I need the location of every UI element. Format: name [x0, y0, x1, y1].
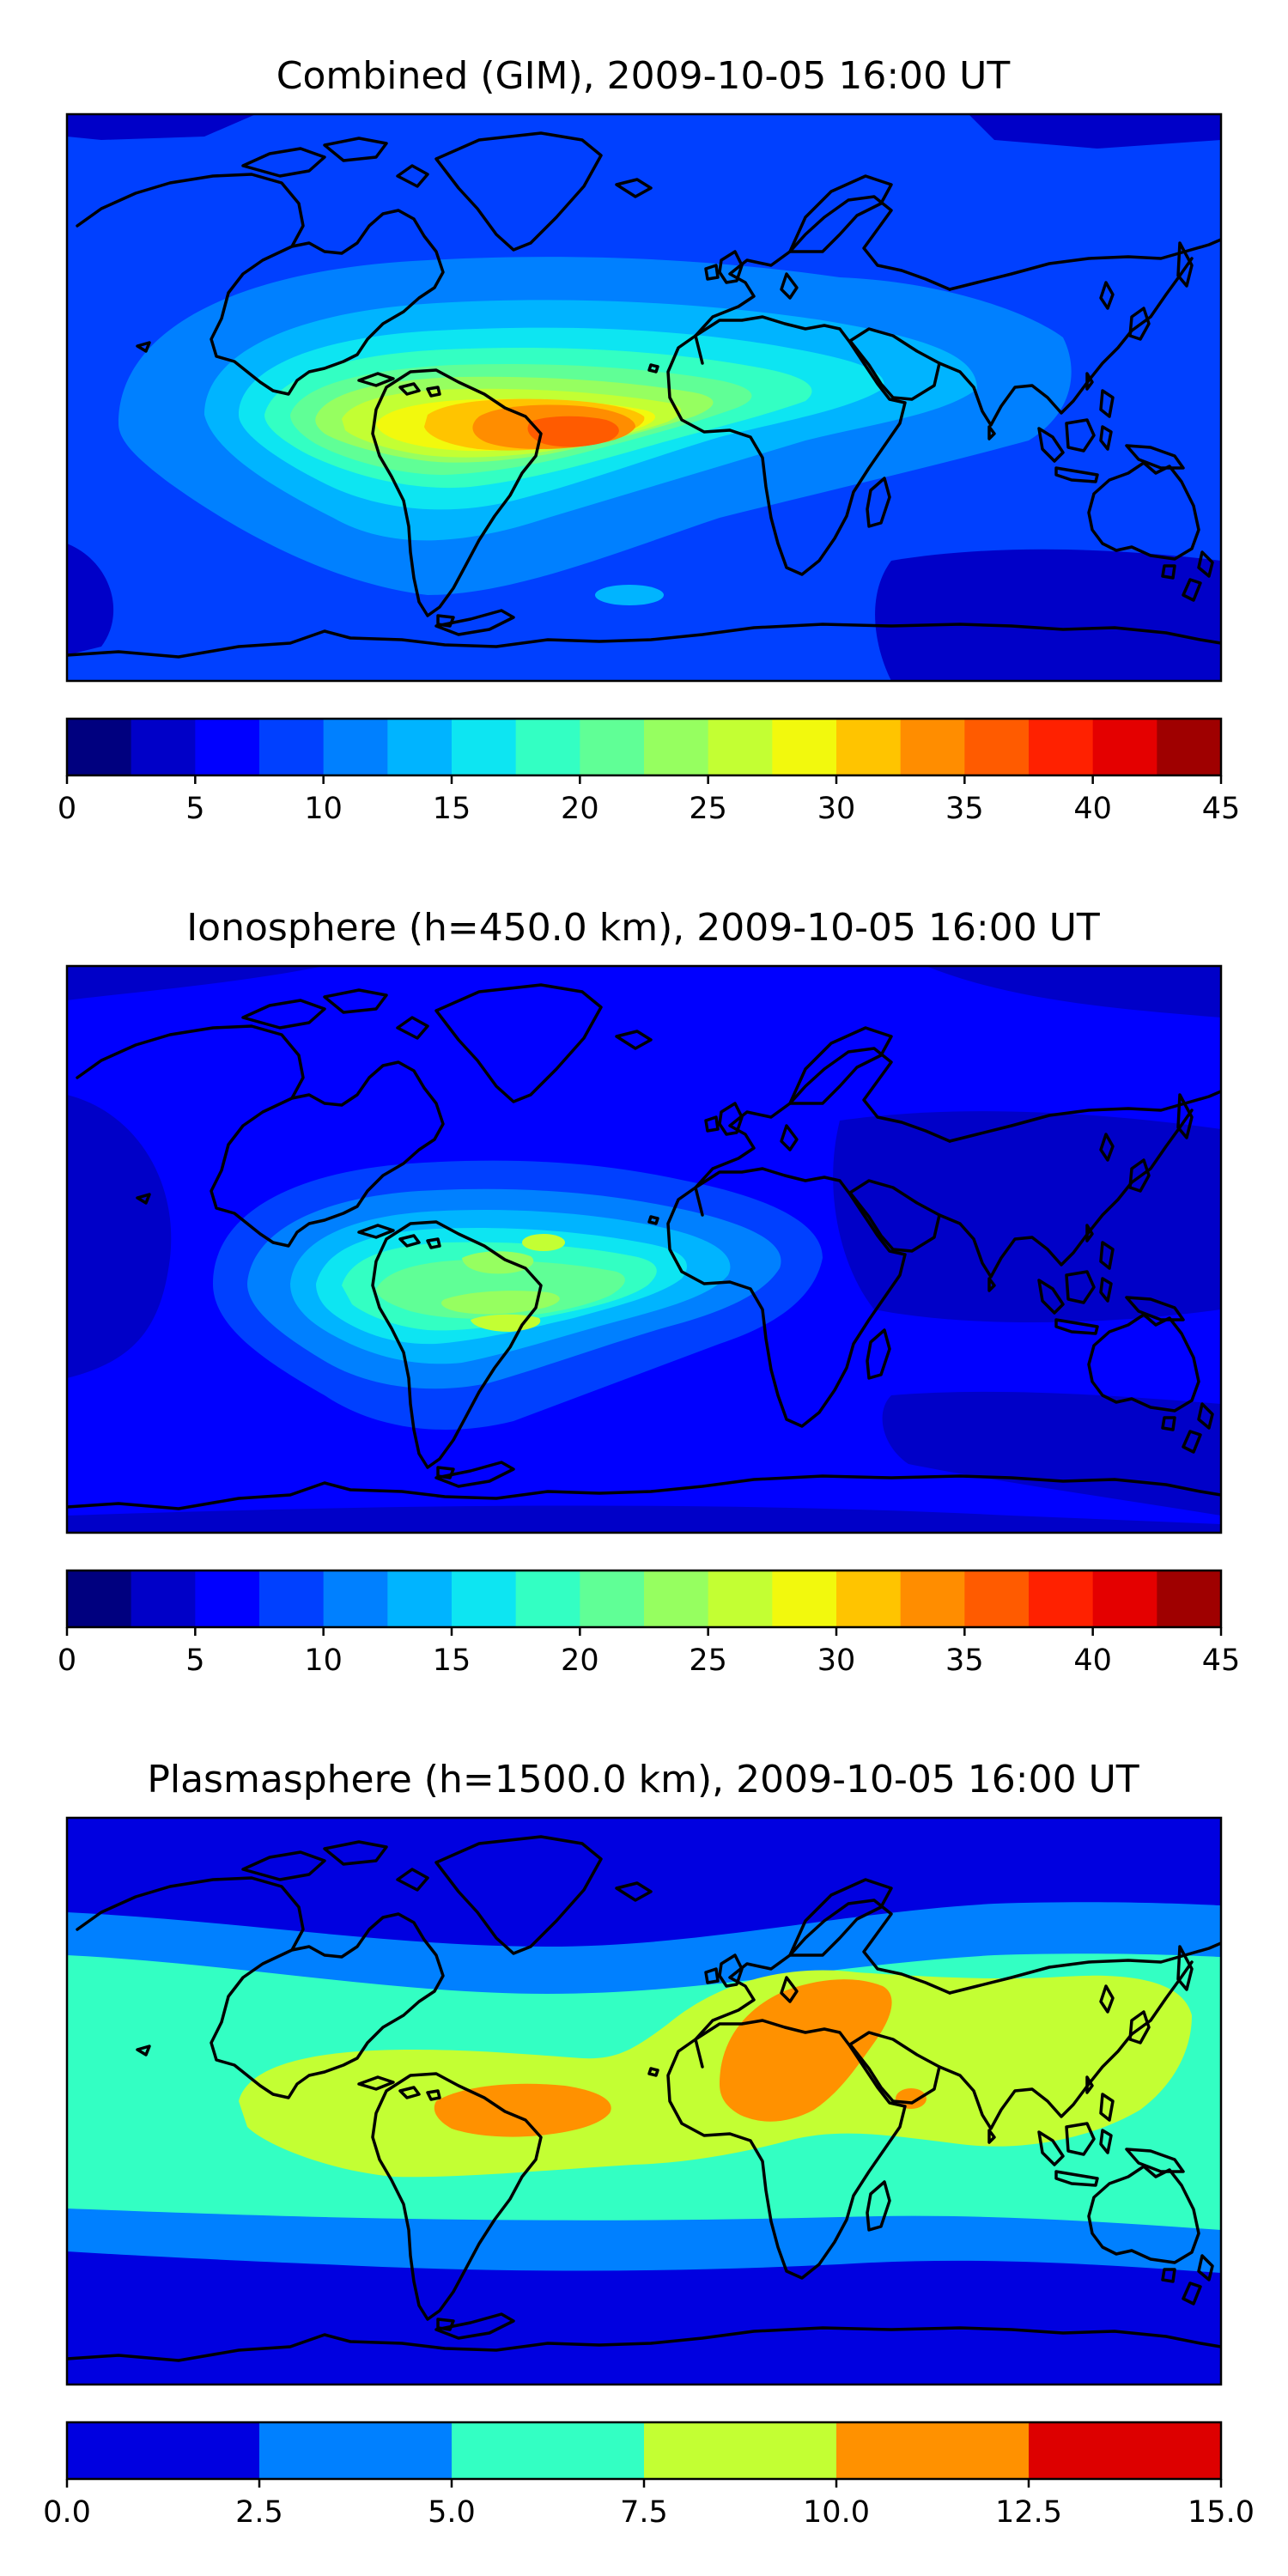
colorbar-segment	[772, 1571, 837, 1627]
colorbar-ionosphere: 0 5 10 15 20 25 30 35 40 45	[58, 1569, 1241, 1678]
colorbar-segment	[900, 719, 965, 775]
colorbar-segment	[515, 719, 580, 775]
colorbar-segment	[452, 2422, 645, 2479]
colorbar-plasmasphere: 0.0 2.5 5.0 7.5 10.0 12.5 15.0	[43, 2421, 1255, 2530]
colorbar-tick-label: 25	[689, 792, 727, 826]
colorbar-segment	[452, 719, 517, 775]
colorbar-segment	[1029, 719, 1094, 775]
colorbar-segment	[323, 1571, 388, 1627]
colorbar-segment	[900, 1571, 965, 1627]
colorbar-segment	[964, 1571, 1030, 1627]
colorbar-tick-label: 30	[817, 1643, 856, 1678]
colorbar-segment	[259, 719, 325, 775]
colorbar-segment	[836, 719, 902, 775]
map-combined	[65, 112, 1223, 683]
colorbar-segment	[580, 1571, 645, 1627]
colorbar-segment	[644, 2422, 837, 2479]
colorbar-segment	[1157, 1571, 1222, 1627]
colorbar-tick-label: 40	[1073, 1643, 1112, 1678]
colorbar-segment	[67, 719, 132, 775]
colorbar-tick-label: 40	[1073, 792, 1112, 826]
colorbar-segment	[387, 1571, 453, 1627]
colorbar-tick-label: 7.5	[620, 2495, 668, 2530]
colorbar-segment	[259, 1571, 325, 1627]
colorbar-segment	[708, 1571, 773, 1627]
colorbar-tick-label: 35	[945, 1643, 984, 1678]
colorbar-segment	[195, 719, 260, 775]
colorbar-segment	[580, 719, 645, 775]
colorbar-tick-label: 10.0	[803, 2495, 870, 2530]
colorbar-segment	[131, 1571, 196, 1627]
colorbar-segment	[708, 719, 773, 775]
map-ionosphere	[65, 964, 1223, 1534]
colorbar-tick-label: 30	[817, 792, 856, 826]
colorbar-segment	[387, 719, 453, 775]
colorbar-tick-label: 10	[304, 792, 343, 826]
colorbar-segment	[195, 1571, 260, 1627]
colorbar-segment	[964, 719, 1030, 775]
colorbar-tick-label: 0	[58, 792, 76, 826]
colorbar-tick-label: 5	[185, 1643, 204, 1678]
colorbar-segment	[1029, 2422, 1222, 2479]
colorbar-tick-label: 10	[304, 1643, 343, 1678]
colorbar-tick-label: 35	[945, 792, 984, 826]
colorbar-segment	[1092, 719, 1157, 775]
colorbar-segment	[67, 1571, 132, 1627]
colorbar-segment	[644, 719, 709, 775]
colorbar-tick-label: 45	[1202, 792, 1241, 826]
colorbar-tick-label: 2.5	[235, 2495, 283, 2530]
colorbar-segment	[259, 2422, 453, 2479]
colorbar-tick-label: 15	[433, 1643, 471, 1678]
colorbar-tick-label: 0	[58, 1643, 76, 1678]
colorbar-frame	[65, 1569, 1223, 1629]
colorbar-segment	[836, 2422, 1030, 2479]
colorbar-tick-label: 15.0	[1188, 2495, 1255, 2530]
colorbar-segment	[772, 719, 837, 775]
panel-title-combined: Combined (GIM), 2009-10-05 16:00 UT	[276, 54, 1011, 98]
colorbar-segment	[323, 719, 388, 775]
colorbar-tick-label: 0.0	[43, 2495, 91, 2530]
colorbar-segment	[67, 2422, 260, 2479]
colorbar-tick-label: 45	[1202, 1643, 1241, 1678]
colorbar-segment	[836, 1571, 902, 1627]
colorbar-tick-label: 20	[561, 792, 599, 826]
colorbar-tick-label: 5.0	[428, 2495, 476, 2530]
colorbar-segment	[515, 1571, 580, 1627]
colorbar-tick-label: 20	[561, 1643, 599, 1678]
colorbar-tick-label: 12.5	[995, 2495, 1062, 2530]
colorbar-segment	[1029, 1571, 1094, 1627]
colorbar-segment	[644, 1571, 709, 1627]
map-plasmasphere	[65, 1816, 1223, 2386]
panel-combined: Combined (GIM), 2009-10-05 16:00 UT 0 5 10…	[58, 54, 1240, 826]
panel-plasmasphere: Plasmasphere (h=1500.0 km), 2009-10-05 1…	[43, 1758, 1255, 2530]
colorbar-frame	[65, 717, 1223, 777]
panel-ionosphere: Ionosphere (h=450.0 km), 2009-10-05 16:0…	[58, 906, 1240, 1678]
colorbar-segment	[131, 719, 196, 775]
colorbar-segment	[1157, 719, 1222, 775]
colorbar-segment	[452, 1571, 517, 1627]
colorbar-tick-label: 15	[433, 792, 471, 826]
panel-title-ionosphere: Ionosphere (h=450.0 km), 2009-10-05 16:0…	[186, 906, 1100, 950]
colorbar-combined: 0 5 10 15 20 25 30 35 40 45	[58, 717, 1241, 826]
panel-title-plasmasphere: Plasmasphere (h=1500.0 km), 2009-10-05 1…	[147, 1758, 1139, 1801]
colorbar-tick-label: 25	[689, 1643, 727, 1678]
colorbar-tick-label: 5	[185, 792, 204, 826]
colorbar-segment	[1092, 1571, 1157, 1627]
